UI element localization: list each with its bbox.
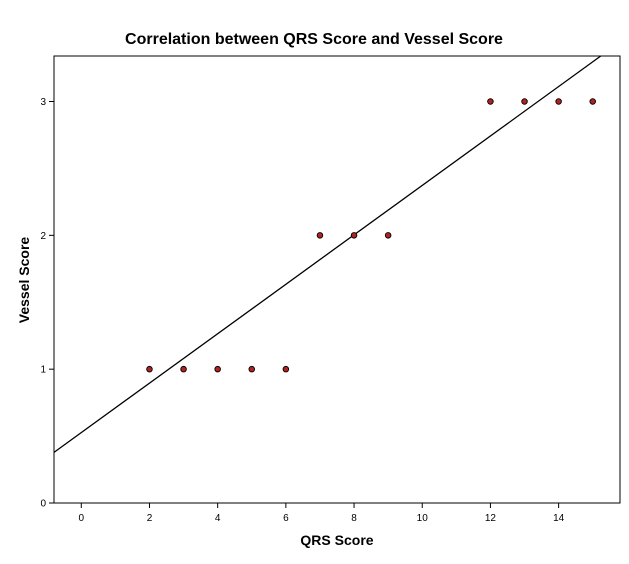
y-axis-label: Vessel Score	[16, 237, 32, 324]
data-point	[384, 232, 392, 239]
plot-frame	[53, 55, 621, 504]
regression-line	[53, 55, 602, 453]
data-point	[248, 365, 256, 373]
x-axis-label: QRS Score	[300, 532, 373, 548]
data-point	[180, 365, 187, 373]
data-point	[282, 365, 290, 373]
data-point	[555, 98, 562, 105]
x-tick-label: 2	[147, 513, 153, 524]
x-tick-label: 10	[417, 513, 429, 524]
y-tick-label: 1	[40, 365, 46, 376]
data-point	[350, 232, 358, 239]
x-tick-label: 14	[553, 513, 565, 524]
y-tick-label: 0	[40, 499, 46, 510]
data-point	[146, 365, 153, 373]
y-tick-label: 2	[40, 231, 46, 242]
y-tick-label: 3	[40, 97, 46, 108]
x-axis: 0 2 4 6 8 10 12 14	[78, 503, 565, 524]
x-tick-label: 0	[78, 513, 84, 524]
x-tick-label: 4	[215, 513, 221, 524]
plot-area	[53, 55, 621, 504]
data-point	[521, 98, 528, 105]
x-tick-label: 8	[351, 513, 357, 524]
x-tick-label: 6	[283, 513, 289, 524]
data-point	[487, 98, 494, 105]
chart-title: Correlation between QRS Score and Vessel…	[125, 31, 503, 48]
data-points	[146, 98, 596, 373]
x-tick-label: 12	[485, 513, 497, 524]
data-point	[589, 98, 596, 105]
y-axis: 0 1 2 3	[40, 97, 54, 510]
data-point	[214, 365, 221, 373]
data-point	[316, 232, 324, 239]
